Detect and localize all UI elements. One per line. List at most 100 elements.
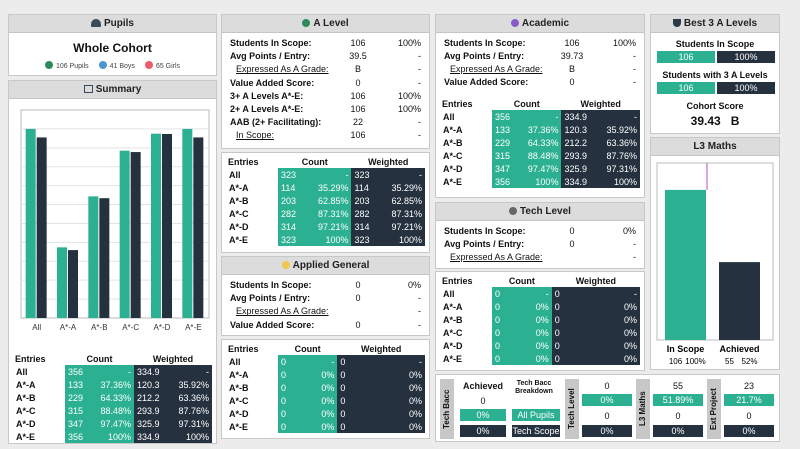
bar-weighted[interactable] <box>68 250 78 318</box>
l3-maths-tab[interactable]: L3 Maths <box>636 379 650 439</box>
legend-label: 106 Pupils <box>55 63 89 70</box>
entry-label: A*-A <box>443 124 463 135</box>
applied-panel: Applied General Students In Scope: 0 0% Avg… <box>221 256 430 336</box>
l3-maths-bot2: 0% <box>653 425 703 437</box>
stat-pct: 0% <box>622 226 636 236</box>
all-pupils-button[interactable]: All Pupils <box>512 409 560 421</box>
table-row: A*-A 133 37.36% 120.3 35.92% <box>440 123 640 136</box>
best3-with3-label: Students with 3 A Levels <box>662 70 768 80</box>
count-pct: 0% <box>513 300 552 313</box>
bar-count[interactable] <box>182 128 193 318</box>
stat-pct: - <box>418 64 421 75</box>
bar-in-scope[interactable] <box>665 189 706 340</box>
weighted-value: 203 <box>351 194 379 207</box>
bar-achieved[interactable] <box>719 262 760 340</box>
pupils-title: Pupils <box>103 18 134 29</box>
table-row: All 356-334.9- <box>440 110 640 123</box>
stat-pct: - <box>418 77 421 88</box>
table-row: A*-C 282 87.31% 282 87.31% <box>226 207 425 220</box>
weighted-value: 293.9 <box>561 149 596 162</box>
stat-label: Students In Scope: <box>444 38 526 48</box>
count-value: 0 <box>278 407 300 420</box>
bar-weighted[interactable] <box>36 137 47 318</box>
bar-count[interactable] <box>119 150 130 318</box>
count-pct: 0% <box>299 368 338 381</box>
bar-weighted[interactable] <box>99 198 110 318</box>
stat-row: AAB (2+ Facilitating): 22 - <box>230 117 421 128</box>
stat-pct: 0% <box>407 280 421 290</box>
weighted-pct: - <box>378 168 425 181</box>
entry-label: A*-A <box>229 369 249 380</box>
stat-row: Students In Scope: 106 100% <box>230 38 421 49</box>
entry-label: All <box>229 356 241 367</box>
applied-entries-panel: Entries Count Weighted All 0-0- A*-A 0 0% 0 0% A*-… <box>221 339 430 439</box>
count-pct: 87.31% <box>304 207 352 220</box>
applied-title: Applied General <box>292 260 370 271</box>
count-value: 229 <box>492 136 518 149</box>
bar-weighted[interactable] <box>130 152 141 318</box>
entry-label: All <box>443 111 455 122</box>
legend-dot-icon <box>144 61 153 69</box>
weighted-value: 0 <box>551 339 585 352</box>
legend-label: 65 Girls <box>155 63 181 70</box>
count-value: 356 <box>65 430 91 443</box>
count-value: 356 <box>65 365 91 378</box>
summary-panel: Summary All A*-A A*-B A*-C A*-D A*-E Entries C… <box>8 80 217 444</box>
entry-label: A*-B <box>229 195 249 206</box>
weighted-pct: 0% <box>584 326 640 339</box>
entry-label: A*-B <box>443 137 463 148</box>
tech-level-tab[interactable]: Tech Level <box>565 379 579 439</box>
stat-row: Students In Scope: 106 100% <box>444 38 636 49</box>
bar-weighted[interactable] <box>193 137 204 318</box>
alevel-title: A Level <box>313 18 349 29</box>
weighted-value: 212.2 <box>561 136 596 149</box>
bar-weighted[interactable] <box>162 133 172 318</box>
count-pct: 0% <box>513 313 552 326</box>
bar-count[interactable] <box>25 128 36 318</box>
bar-count[interactable] <box>88 196 99 318</box>
weighted-value: 323 <box>351 168 379 181</box>
count-value: 0 <box>492 287 514 300</box>
weighted-pct: 63.36% <box>168 391 212 404</box>
weighted-value: 314 <box>351 220 379 233</box>
summary-icon <box>83 85 93 93</box>
entries-header: Entries <box>442 275 473 286</box>
cohort-name: Whole Cohort <box>73 41 152 55</box>
stat-label: Expressed As A Grade: <box>450 252 543 262</box>
ext-project-tab[interactable]: Ext Project <box>707 379 721 439</box>
weighted-pct: 0% <box>369 381 425 394</box>
summary-entries-table: Entries Count Weighted All 356-334.9- A*-A 133… <box>13 352 212 443</box>
count-value: 0 <box>278 368 300 381</box>
count-value: 0 <box>492 339 514 352</box>
tech-scope-button[interactable]: Tech Scope <box>512 425 560 437</box>
count-header: Count <box>513 98 540 109</box>
count-pct: 0% <box>299 407 338 420</box>
stat-value: 106 <box>350 90 366 101</box>
table-row: A*-A 133 37.36% 120.3 35.92% <box>13 378 212 391</box>
x-tick-label: A*-D <box>154 323 171 332</box>
stat-value: 0 <box>569 226 575 236</box>
table-row: A*-B 0 0% 0 0% <box>226 381 425 394</box>
weighted-value: 0 <box>337 394 370 407</box>
count-header: Count <box>86 353 113 364</box>
stat-row: Expressed As A Grade: - <box>230 306 421 317</box>
count-value: 347 <box>65 417 91 430</box>
weighted-header: Weighted <box>368 156 409 167</box>
pct-label: 100% <box>685 357 705 366</box>
bar-count[interactable] <box>151 133 161 318</box>
weighted-value: 120.3 <box>133 378 169 391</box>
count-value: 315 <box>65 404 91 417</box>
tech-level-bot: 0 <box>604 411 610 421</box>
count-pct: 64.33% <box>517 136 562 149</box>
l3maths-chart: In Scope 106 100% Achieved 55 52% <box>656 162 774 366</box>
count-pct: 0% <box>513 326 552 339</box>
weighted-pct: 0% <box>369 407 425 420</box>
count-value: 323 <box>278 233 305 246</box>
entry-label: A*-D <box>229 408 249 419</box>
tech-bacc-tab[interactable]: Tech Bacc <box>440 379 454 439</box>
bar-count[interactable] <box>57 247 67 318</box>
best3-scope-label: Students In Scope <box>675 39 755 49</box>
stat-value: B <box>568 64 575 74</box>
table-row: All 0-0- <box>440 287 640 300</box>
count-value: 0 <box>278 355 300 368</box>
